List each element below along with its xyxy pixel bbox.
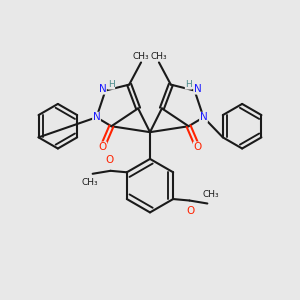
Text: CH₃: CH₃ (151, 52, 167, 61)
Text: CH₃: CH₃ (202, 190, 219, 199)
Text: N: N (194, 84, 201, 94)
Text: O: O (194, 142, 202, 152)
Text: O: O (105, 155, 113, 165)
Text: CH₃: CH₃ (133, 52, 149, 61)
Text: N: N (99, 84, 106, 94)
Text: N: N (200, 112, 207, 122)
Text: H: H (185, 80, 192, 89)
Text: O: O (187, 206, 195, 216)
Text: CH₃: CH₃ (81, 178, 98, 187)
Text: N: N (93, 112, 101, 122)
Text: O: O (98, 142, 106, 152)
Text: H: H (108, 80, 115, 89)
